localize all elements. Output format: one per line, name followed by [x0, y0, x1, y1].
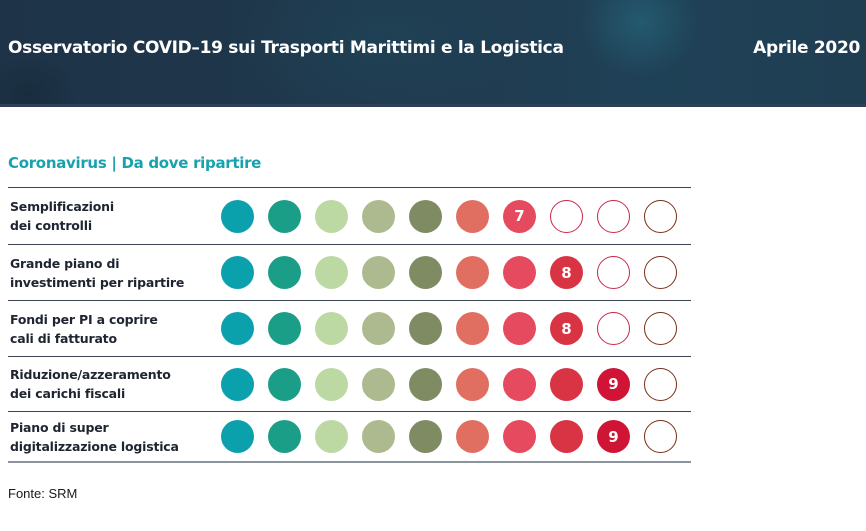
filled-circle-icon	[409, 420, 442, 453]
empty-circle-icon	[644, 312, 677, 345]
empty-circle-icon	[597, 199, 630, 233]
rating-scale: 7	[221, 199, 691, 233]
filled-circle-icon	[221, 199, 254, 233]
row-label: Semplificazioni dei controlli	[8, 197, 213, 235]
filled-circle-icon	[503, 420, 536, 453]
table-row: Piano di super digitalizzazione logistica…	[8, 411, 691, 463]
filled-circle-icon	[456, 312, 489, 345]
filled-circle-icon	[550, 367, 583, 401]
filled-circle-icon	[221, 312, 254, 345]
row-label: Riduzione/azzeramento dei carichi fiscali	[8, 365, 213, 403]
filled-circle-icon	[362, 367, 395, 401]
table-row: Semplificazioni dei controlli 7	[8, 187, 691, 244]
score-table: Semplificazioni dei controlli 7 Grande pian…	[8, 187, 691, 463]
score-circle: 7	[503, 199, 536, 233]
filled-circle-icon	[315, 199, 348, 233]
empty-circle-icon	[644, 367, 677, 401]
row-label-line: digitalizzazione logistica	[10, 438, 179, 454]
row-label-line: investimenti per ripartire	[10, 274, 185, 290]
filled-circle-icon	[268, 256, 301, 289]
row-label-line: Semplificazioni	[10, 199, 114, 214]
score-circle: 8	[550, 312, 583, 345]
score-circle: 8	[550, 256, 583, 289]
empty-circle-icon	[644, 256, 677, 289]
filled-circle-icon	[550, 420, 583, 453]
rating-scale: 8	[221, 256, 691, 289]
filled-circle-icon	[221, 367, 254, 401]
filled-circle-icon	[362, 199, 395, 233]
empty-circle-icon	[644, 199, 677, 233]
filled-circle-icon	[268, 367, 301, 401]
row-label-line: Fondi per PI a coprire	[10, 311, 158, 327]
filled-circle-icon	[456, 199, 489, 233]
row-label: Fondi per PI a coprire cali di fatturato	[8, 310, 213, 348]
row-label-line: dei carichi fiscali	[10, 386, 126, 401]
table-row: Riduzione/azzeramento dei carichi fiscali…	[8, 356, 691, 411]
filled-circle-icon	[456, 420, 489, 453]
row-label: Grande piano di investimenti per ripartir…	[8, 254, 213, 292]
filled-circle-icon	[362, 312, 395, 345]
filled-circle-icon	[315, 256, 348, 289]
row-label-line: cali di fatturato	[10, 330, 117, 346]
row-label: Piano di super digitalizzazione logistica	[8, 418, 213, 456]
filled-circle-icon	[409, 199, 442, 233]
score-circle: 9	[597, 367, 630, 401]
row-label-line: Piano di super	[10, 419, 109, 435]
filled-circle-icon	[503, 256, 536, 289]
report-date: Aprile 2020	[753, 38, 860, 58]
score-circle: 9	[597, 420, 630, 453]
report-title: Osservatorio COVID–19 sui Trasporti Mari…	[8, 38, 564, 58]
table-row: Fondi per PI a coprire cali di fatturato 8	[8, 300, 691, 356]
filled-circle-icon	[362, 420, 395, 453]
filled-circle-icon	[362, 256, 395, 289]
row-label-line: Grande piano di	[10, 255, 120, 271]
filled-circle-icon	[456, 256, 489, 289]
filled-circle-icon	[503, 367, 536, 401]
chart-title: Coronavirus | Da dove ripartire	[8, 154, 262, 172]
report-header: Osservatorio COVID–19 sui Trasporti Mari…	[0, 0, 866, 107]
filled-circle-icon	[409, 367, 442, 401]
empty-circle-icon	[644, 420, 677, 453]
rating-scale: 9	[221, 420, 691, 453]
table-row: Grande piano di investimenti per ripartir…	[8, 244, 691, 300]
filled-circle-icon	[409, 256, 442, 289]
filled-circle-icon	[268, 199, 301, 233]
filled-circle-icon	[315, 367, 348, 401]
filled-circle-icon	[503, 312, 536, 345]
filled-circle-icon	[268, 420, 301, 453]
rating-scale: 8	[221, 312, 691, 345]
empty-circle-icon	[597, 256, 630, 289]
filled-circle-icon	[221, 420, 254, 453]
filled-circle-icon	[268, 312, 301, 345]
source-note: Fonte: SRM	[8, 486, 78, 501]
filled-circle-icon	[456, 367, 489, 401]
row-label-line: Riduzione/azzeramento	[10, 367, 171, 382]
filled-circle-icon	[409, 312, 442, 345]
filled-circle-icon	[315, 312, 348, 345]
filled-circle-icon	[221, 256, 254, 289]
empty-circle-icon	[597, 312, 630, 345]
row-label-line: dei controlli	[10, 218, 92, 233]
empty-circle-icon	[550, 199, 583, 233]
filled-circle-icon	[315, 420, 348, 453]
rating-scale: 9	[221, 367, 691, 401]
